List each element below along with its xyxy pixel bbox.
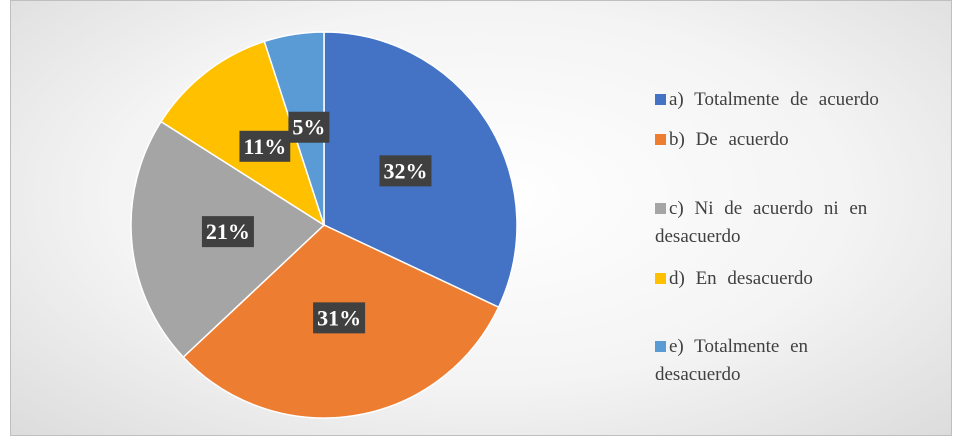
legend-swatch	[655, 341, 666, 352]
data-label: 5%	[288, 111, 330, 143]
data-label-text: 5%	[292, 115, 325, 140]
data-label-text: 32%	[383, 158, 427, 183]
data-label: 31%	[313, 302, 366, 334]
data-label-box	[201, 216, 254, 248]
data-label-box	[379, 155, 432, 187]
data-label: 32%	[379, 155, 432, 187]
legend-label: d) En desacuerdo	[669, 268, 813, 289]
legend-item: b) De acuerdo	[655, 126, 900, 154]
data-label-box	[313, 302, 366, 334]
data-label: 21%	[201, 216, 254, 248]
legend-item: d) En desacuerdo	[655, 265, 900, 293]
data-label-text: 21%	[206, 219, 250, 244]
legend-label: a) Totalmente de acuerdo	[669, 89, 879, 110]
legend-item: e) Totalmente en desacuerdo	[655, 333, 900, 389]
data-label-text: 31%	[317, 305, 361, 330]
data-label-box	[288, 111, 330, 143]
data-label-text: 11%	[243, 134, 286, 159]
legend-label: b) De acuerdo	[669, 129, 789, 150]
legend-swatch	[655, 203, 666, 214]
legend-swatch	[655, 273, 666, 284]
legend-label: e) Totalmente en desacuerdo	[655, 336, 809, 385]
legend-item: c) Ni de acuerdo ni en desacuerdo	[655, 195, 900, 251]
legend-swatch	[655, 94, 666, 105]
legend-swatch	[655, 134, 666, 145]
data-label-box	[239, 130, 291, 162]
legend-item: a) Totalmente de acuerdo	[655, 86, 900, 114]
data-label: 11%	[239, 130, 291, 162]
legend-label: c) Ni de acuerdo ni en desacuerdo	[655, 198, 868, 247]
